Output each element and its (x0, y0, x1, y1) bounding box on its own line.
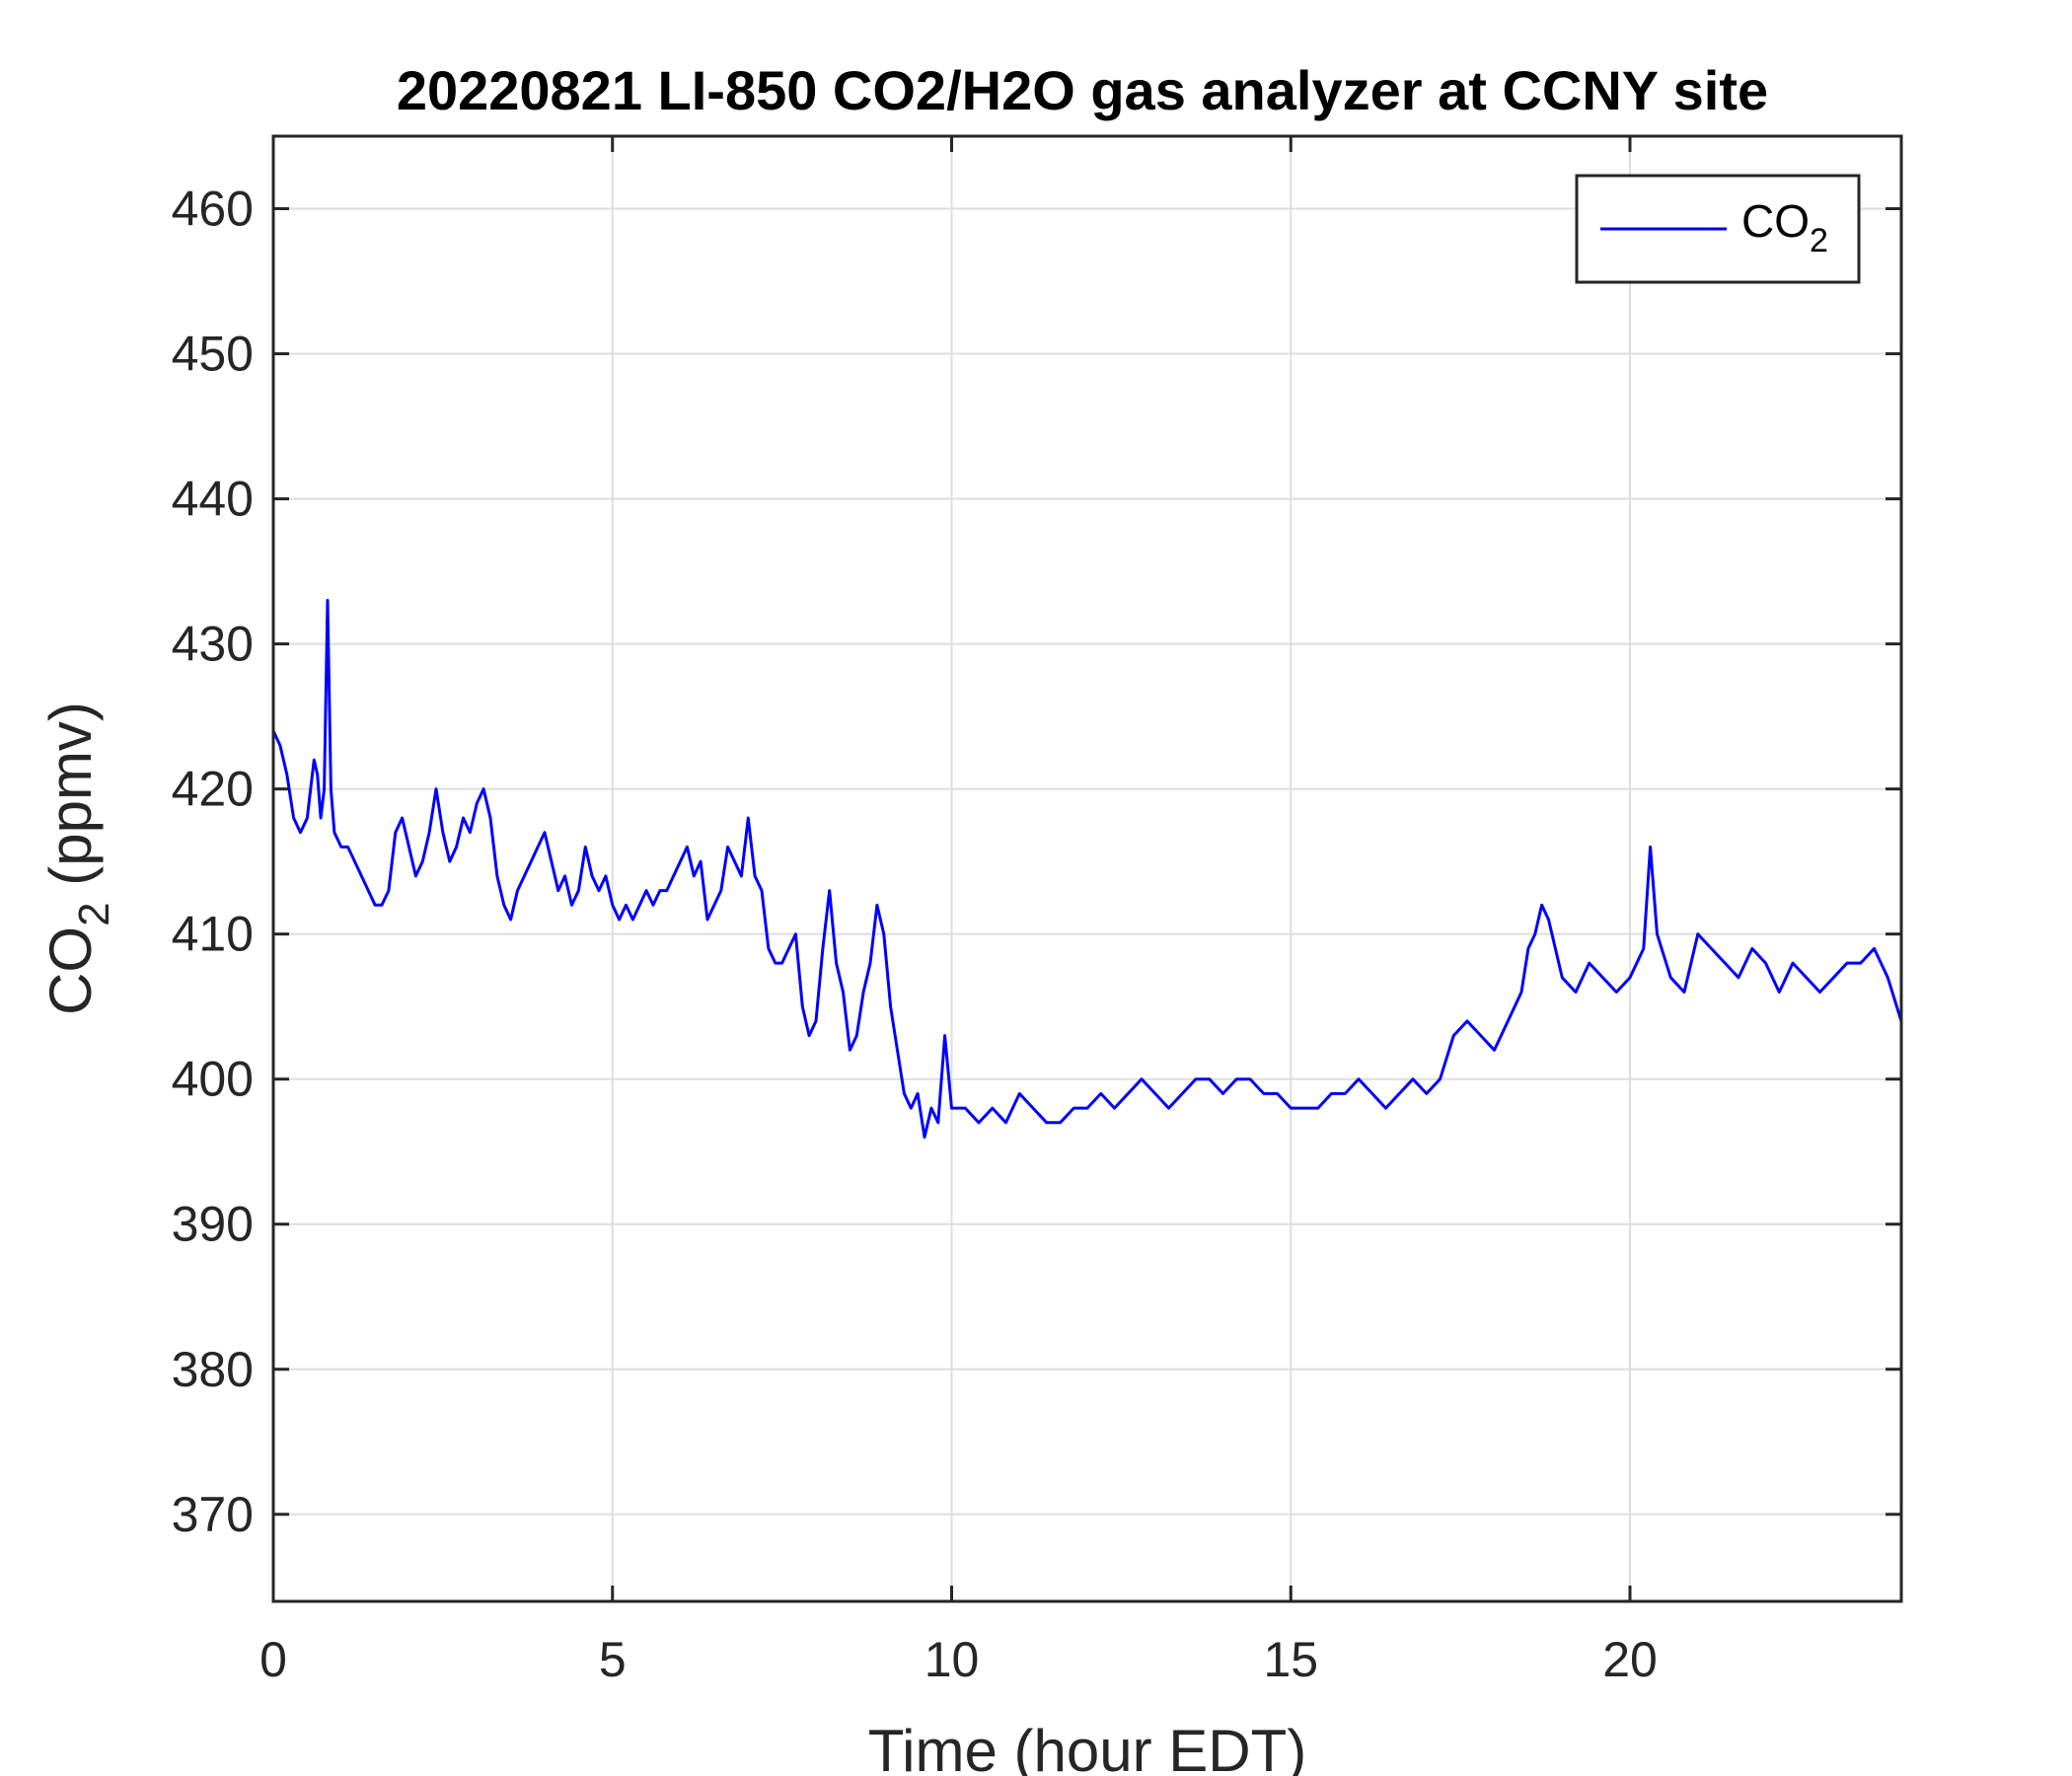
legend-label: CO2 (1741, 195, 1828, 259)
y-tick-label: 380 (172, 1342, 254, 1397)
legend: CO2 (1575, 174, 1861, 284)
grid-lines (272, 136, 1901, 1601)
y-tick-label: 430 (172, 617, 254, 672)
y-tick-label: 460 (172, 182, 254, 237)
tick-marks (271, 136, 1901, 1601)
y-axis-label: CO2 (ppmv) (37, 702, 118, 1015)
y-tick-label: 450 (172, 327, 254, 382)
x-tick-label: 20 (1602, 1632, 1658, 1687)
x-tick-labels: 0 5 10 15 20 (259, 1632, 1658, 1687)
y-tick-label: 410 (172, 907, 254, 962)
y-tick-label: 420 (172, 762, 254, 817)
y-tick-label: 370 (172, 1487, 254, 1542)
y-tick-label: 440 (172, 472, 254, 527)
chart-title: 20220821 LI-850 CO2/H2O gas analyzer at … (397, 59, 1768, 121)
x-axis-label: Time (hour EDT) (868, 1718, 1307, 1776)
y-tick-labels: 370 380 390 400 410 420 430 440 450 460 (172, 182, 254, 1542)
y-tick-label: 400 (172, 1052, 254, 1107)
x-tick-label: 10 (925, 1632, 980, 1687)
plot-area (273, 136, 1901, 1601)
co2-series-line (271, 599, 1903, 1139)
x-tick-label: 5 (599, 1632, 627, 1687)
x-tick-label: 15 (1263, 1632, 1318, 1687)
x-tick-label: 0 (259, 1632, 287, 1687)
axes-box (271, 134, 1903, 1603)
y-tick-label: 390 (172, 1197, 254, 1252)
